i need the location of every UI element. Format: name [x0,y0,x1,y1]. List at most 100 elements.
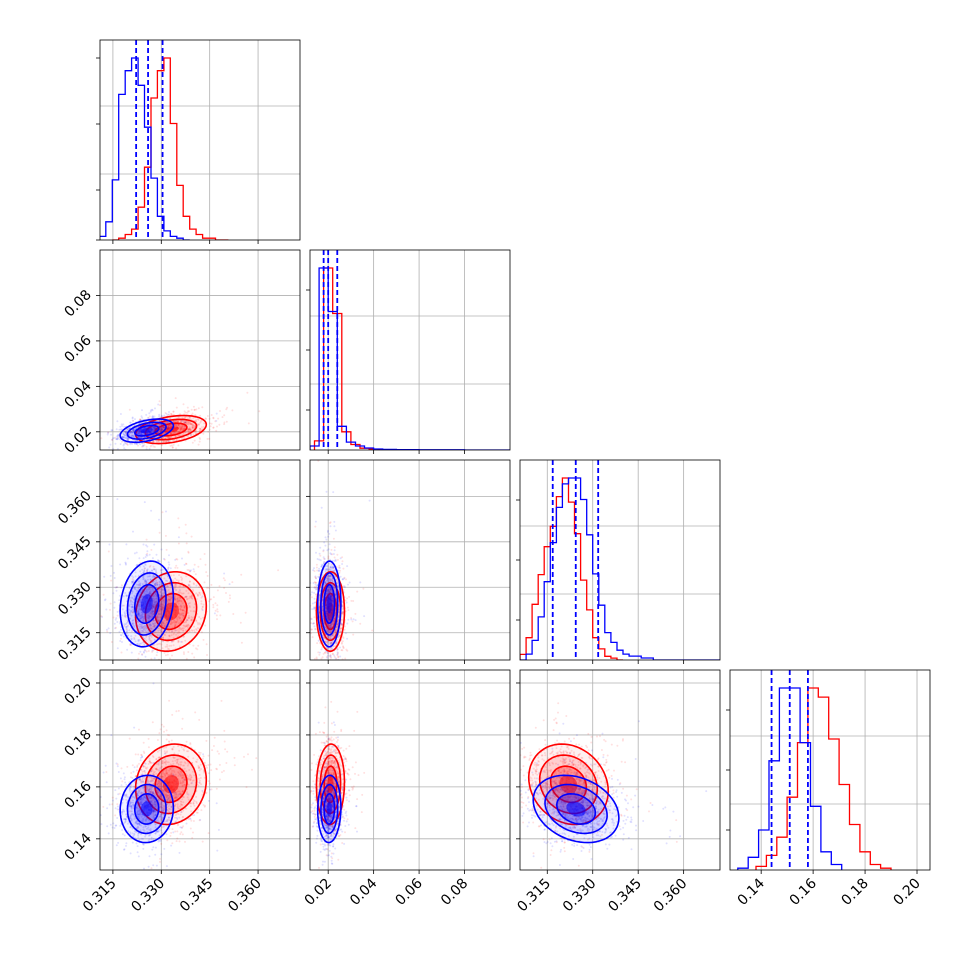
y-tick-label: 0.02 [61,423,94,456]
scatter-point [318,651,321,654]
scatter-point [184,523,187,526]
scatter-point [114,586,117,589]
scatter-point [124,614,127,617]
scatter-point [179,429,182,432]
scatter-point [160,603,163,606]
scatter-point [174,577,177,580]
scatter-point [197,644,200,647]
scatter-point [168,626,171,628]
scatter-point [198,586,201,589]
scatter-point [122,436,125,439]
scatter-point [189,433,192,436]
scatter-point [191,426,194,429]
scatter-point [169,623,172,626]
scatter-point [214,420,217,423]
scatter-point [100,437,103,440]
scatter-point [171,432,174,435]
scatter-point [125,628,128,631]
scatter-point [174,566,177,569]
scatter-point [197,407,200,410]
scatter-point [188,643,191,646]
scatter-point [105,628,108,631]
scatter-point [187,551,190,554]
scatter-point [314,520,317,523]
scatter-point [166,421,169,424]
scatter-point [202,425,205,428]
scatter-point [311,636,314,639]
scatter-point [174,625,177,628]
scatter-point [171,446,174,449]
scatter-point [177,641,180,644]
scatter-point [202,616,205,619]
scatter-point [182,592,185,595]
scatter-point [315,656,318,659]
scatter-point [323,560,326,563]
scatter-point [124,563,127,566]
scatter-point [160,612,163,615]
scatter-point [223,586,226,589]
scatter-point [179,599,181,602]
scatter-point [232,613,235,615]
scatter-point [115,438,118,441]
scatter-point [141,409,143,412]
scatter-point [132,611,135,614]
scatter-point [199,427,202,430]
scatter-point [165,621,168,624]
scatter-point [332,537,335,540]
scatter-point [169,599,172,602]
scatter-point [144,624,146,627]
scatter-point [174,420,177,423]
scatter-point [198,427,201,430]
scatter-point [315,566,318,569]
scatter-point [175,579,178,582]
scatter-point [140,627,143,629]
scatter-point [161,589,164,592]
scatter-point [124,432,127,435]
scatter-point [188,606,191,609]
scatter-point [143,592,146,595]
scatter-point [139,584,142,587]
scatter-point [129,610,132,613]
scatter-point [145,626,148,629]
scatter-point [187,423,189,426]
scatter-point [179,428,182,431]
scatter-point [167,425,170,428]
scatter-point [131,578,134,581]
scatter-point [160,429,163,432]
scatter-point [170,623,172,626]
scatter-point [156,615,159,617]
scatter-point [133,662,135,664]
scatter-point [164,421,166,424]
scatter-point [176,598,179,600]
scatter-point [212,603,215,606]
scatter-point [212,606,215,609]
scatter-point [155,593,158,596]
scatter-point [149,623,152,626]
scatter-point [108,446,111,449]
scatter-point [223,572,226,575]
scatter-point [195,628,198,631]
scatter-point [191,427,194,430]
scatter-point [110,433,113,436]
scatter-point [132,622,135,625]
scatter-point [161,436,164,439]
scatter-point [181,602,184,605]
scatter-point [185,421,188,424]
scatter-point [155,571,158,574]
scatter-point [207,430,210,433]
scatter-point [132,436,135,439]
scatter-point [189,595,192,598]
scatter-point [130,637,133,640]
scatter-point [170,595,173,598]
scatter-point [328,457,330,459]
scatter-point [318,653,321,656]
scatter-point [116,586,119,589]
scatter-point [161,607,164,609]
scatter-point [315,563,318,566]
scatter-point [136,621,139,624]
scatter-point [145,631,148,633]
scatter-point [201,605,204,608]
scatter-point [176,620,179,623]
scatter-point [159,607,162,610]
scatter-point [170,457,172,459]
